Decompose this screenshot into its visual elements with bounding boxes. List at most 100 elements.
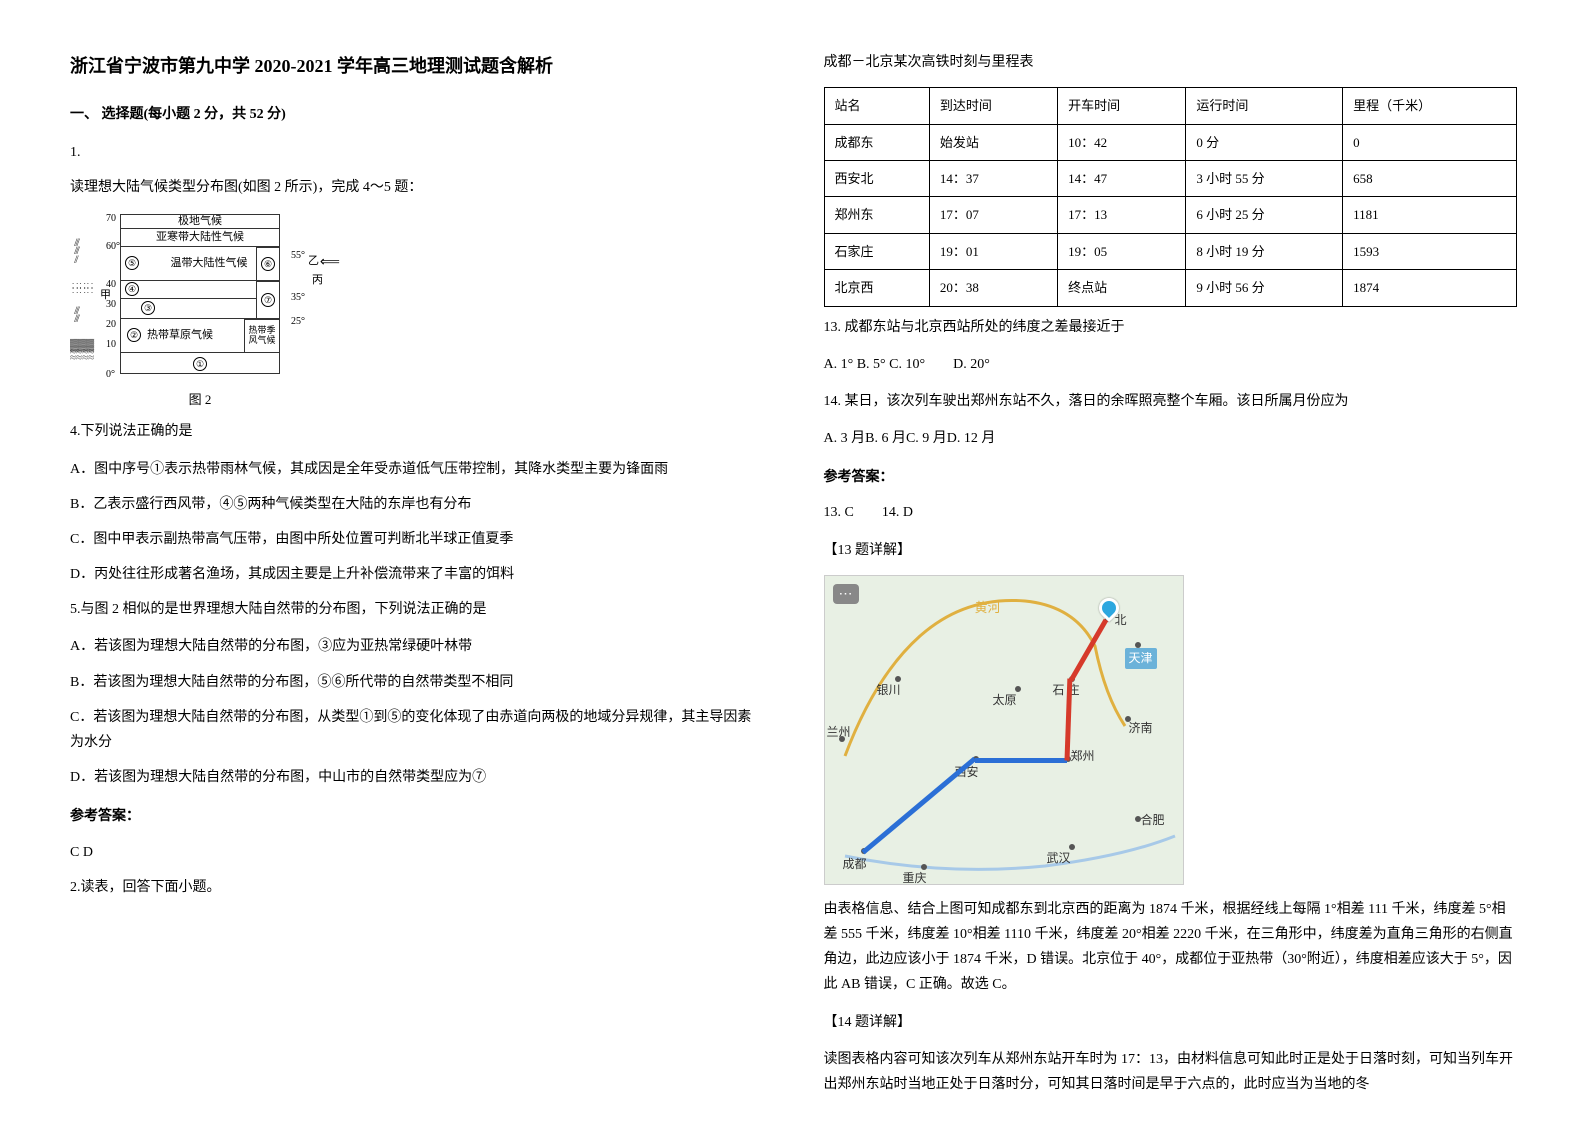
lat-0: 0°: [106, 366, 115, 384]
th-runtime: 运行时间: [1186, 88, 1343, 124]
table-header-row: 站名 到达时间 开车时间 运行时间 里程（千米）: [824, 88, 1517, 124]
cell: 14：47: [1058, 160, 1186, 196]
zone-3: ③: [121, 299, 279, 319]
hatch-icon: ////////: [74, 238, 78, 263]
table-row: 石家庄 19：01 19：05 8 小时 19 分 1593: [824, 233, 1517, 269]
cell: 始发站: [929, 124, 1057, 160]
detail-14-head: 【14 题详解】: [824, 1010, 1518, 1035]
hatch-icon: //////: [74, 306, 78, 323]
th-arrive: 到达时间: [929, 88, 1057, 124]
q1-number: 1.: [70, 140, 764, 165]
cell: 1593: [1343, 233, 1517, 269]
table-body: 成都东 始发站 10：42 0 分 0 西安北 14：37 14：47 3 小时…: [824, 124, 1517, 306]
q5-option-b: B．若该图为理想大陆自然带的分布图，⑤⑥所代带的自然带类型不相同: [70, 670, 764, 695]
cell: 0: [1343, 124, 1517, 160]
city-chengdu: 成都: [843, 854, 867, 876]
zone-subarctic: 亚寒带大陆性气候: [121, 229, 279, 247]
cell: 0 分: [1186, 124, 1343, 160]
dots-icon: ∷∷∷∷∷∷: [72, 284, 94, 294]
label-bing: 丙: [312, 271, 323, 291]
zone-1: ①: [121, 353, 279, 375]
q5-stem: 5.与图 2 相似的是世界理想大陆自然带的分布图，下列说法正确的是: [70, 597, 764, 622]
marker-3: ③: [141, 301, 155, 315]
q5-option-d: D．若该图为理想大陆自然带的分布图，中山市的自然带类型应为⑦: [70, 765, 764, 790]
cell: 1874: [1343, 270, 1517, 306]
cell: 17：07: [929, 197, 1057, 233]
cell: 8 小时 19 分: [1186, 233, 1343, 269]
right-column: 成都－北京某次高铁时刻与里程表 站名 到达时间 开车时间 运行时间 里程（千米）…: [824, 50, 1518, 1072]
lat-20: 20: [106, 316, 116, 334]
figure-2-caption: 图 2: [70, 388, 330, 411]
cell: 10：42: [1058, 124, 1186, 160]
th-station: 站名: [824, 88, 929, 124]
zone-polar-label: 极地气候: [178, 215, 222, 229]
q13-stem: 13. 成都东站与北京西站所处的纬度之差最接近于: [824, 315, 1518, 340]
figure-2: //////// ∷∷∷∷∷∷ ////// ▓▓▓≈≈≈≈≈≈≈≈ 甲 乙 ⟸…: [70, 214, 764, 411]
city-jinan: 济南: [1129, 718, 1153, 740]
answer-head-1: 参考答案：: [70, 804, 764, 829]
zone-monsoon: 热带季风气候: [244, 319, 280, 353]
city-dot: [1135, 642, 1141, 648]
cell: 14：37: [929, 160, 1057, 196]
lat-70: 70: [106, 210, 116, 228]
answer-13-14: 13. C 14. D: [824, 500, 1518, 525]
detail-13-body: 由表格信息、结合上图可知成都东到北京西的距离为 1874 千米，根据经线上每隔 …: [824, 897, 1518, 998]
answer-cd: C D: [70, 840, 764, 865]
zone-monsoon-label: 热带季风气候: [245, 326, 279, 346]
marker-1: ①: [193, 357, 207, 371]
marker-2: ②: [127, 328, 141, 342]
q5-option-c: C．若该图为理想大陆自然带的分布图，从类型①到⑤的变化体现了由赤道向两极的地域分…: [70, 705, 764, 755]
climate-diagram: //////// ∷∷∷∷∷∷ ////// ▓▓▓≈≈≈≈≈≈≈≈ 甲 乙 ⟸…: [70, 214, 330, 384]
answer-head-2: 参考答案：: [824, 465, 1518, 490]
th-mileage: 里程（千米）: [1343, 88, 1517, 124]
cell: 西安北: [824, 160, 929, 196]
cell: 658: [1343, 160, 1517, 196]
table-row: 成都东 始发站 10：42 0 分 0: [824, 124, 1517, 160]
lat-40: 40: [106, 276, 116, 294]
cell: 3 小时 55 分: [1186, 160, 1343, 196]
cell: 19：05: [1058, 233, 1186, 269]
zone-subarctic-label: 亚寒带大陆性气候: [156, 229, 244, 247]
q5-option-a: A．若该图为理想大陆自然带的分布图，③应为亚热常绿硬叶林带: [70, 634, 764, 659]
cell: 石家庄: [824, 233, 929, 269]
detail-14-body: 读图表格内容可知该次列车从郑州东站开车时为 17：13，由材料信息可知此时正是处…: [824, 1047, 1518, 1097]
lat-60: 60°: [106, 238, 120, 256]
city-yinchuan: 银川: [877, 680, 901, 702]
city-tianjin: 天津: [1125, 648, 1157, 670]
city-lanzhou: 兰州: [827, 722, 851, 744]
cell: 郑州东: [824, 197, 929, 233]
label-yi: 乙: [308, 252, 319, 272]
table-row: 西安北 14：37 14：47 3 小时 55 分 658: [824, 160, 1517, 196]
doc-title: 浙江省宁波市第九中学 2020-2021 学年高三地理测试题含解析: [70, 50, 764, 82]
zone-6: ⑥: [256, 247, 280, 281]
marker-5: ⑤: [125, 256, 139, 270]
q14-options: A. 3 月B. 6 月C. 9 月D. 12 月: [824, 426, 1518, 451]
q4-option-c: C．图中甲表示副热带高气压带，由图中所处位置可判断北半球正值夏季: [70, 527, 764, 552]
q14-stem: 14. 某日，该次列车驶出郑州东站不久，落日的余晖照亮整个车厢。该日所属月份应为: [824, 389, 1518, 414]
cell: 1181: [1343, 197, 1517, 233]
cell: 成都东: [824, 124, 929, 160]
lat-30: 30: [106, 296, 116, 314]
lat-r-25: 25°: [291, 313, 305, 331]
q1-intro: 读理想大陆气候类型分布图(如图 2 所示)，完成 4～5 题：: [70, 175, 764, 200]
city-zhengzhou: 郑州: [1071, 746, 1095, 768]
q4-option-b: B．乙表示盛行西风带，④⑤两种气候类型在大陆的东岸也有分布: [70, 492, 764, 517]
th-depart: 开车时间: [1058, 88, 1186, 124]
q4-option-d: D．丙处往往形成著名渔场，其成因主要是上升补偿流带来了丰富的饵料: [70, 562, 764, 587]
zone-savanna-label: 热带草原气候: [147, 326, 213, 346]
q2-number: 2.读表，回答下面小题。: [70, 875, 764, 900]
cell: 19：01: [929, 233, 1057, 269]
section-head: 一、 选择题(每小题 2 分，共 52 分): [70, 102, 764, 127]
city-wuhan: 武汉: [1047, 848, 1071, 870]
cell: 6 小时 25 分: [1186, 197, 1343, 233]
lat-10: 10: [106, 336, 116, 354]
q4-stem: 4.下列说法正确的是: [70, 419, 764, 444]
left-column: 浙江省宁波市第九中学 2020-2021 学年高三地理测试题含解析 一、 选择题…: [70, 50, 764, 1072]
city-taiyuan: 太原: [993, 690, 1017, 712]
cell: 9 小时 56 分: [1186, 270, 1343, 306]
cell: 20：38: [929, 270, 1057, 306]
table-caption: 成都－北京某次高铁时刻与里程表: [824, 50, 1518, 75]
city-chongqing: 重庆: [903, 868, 927, 885]
cell: 终点站: [1058, 270, 1186, 306]
marker-6: ⑥: [261, 257, 275, 271]
